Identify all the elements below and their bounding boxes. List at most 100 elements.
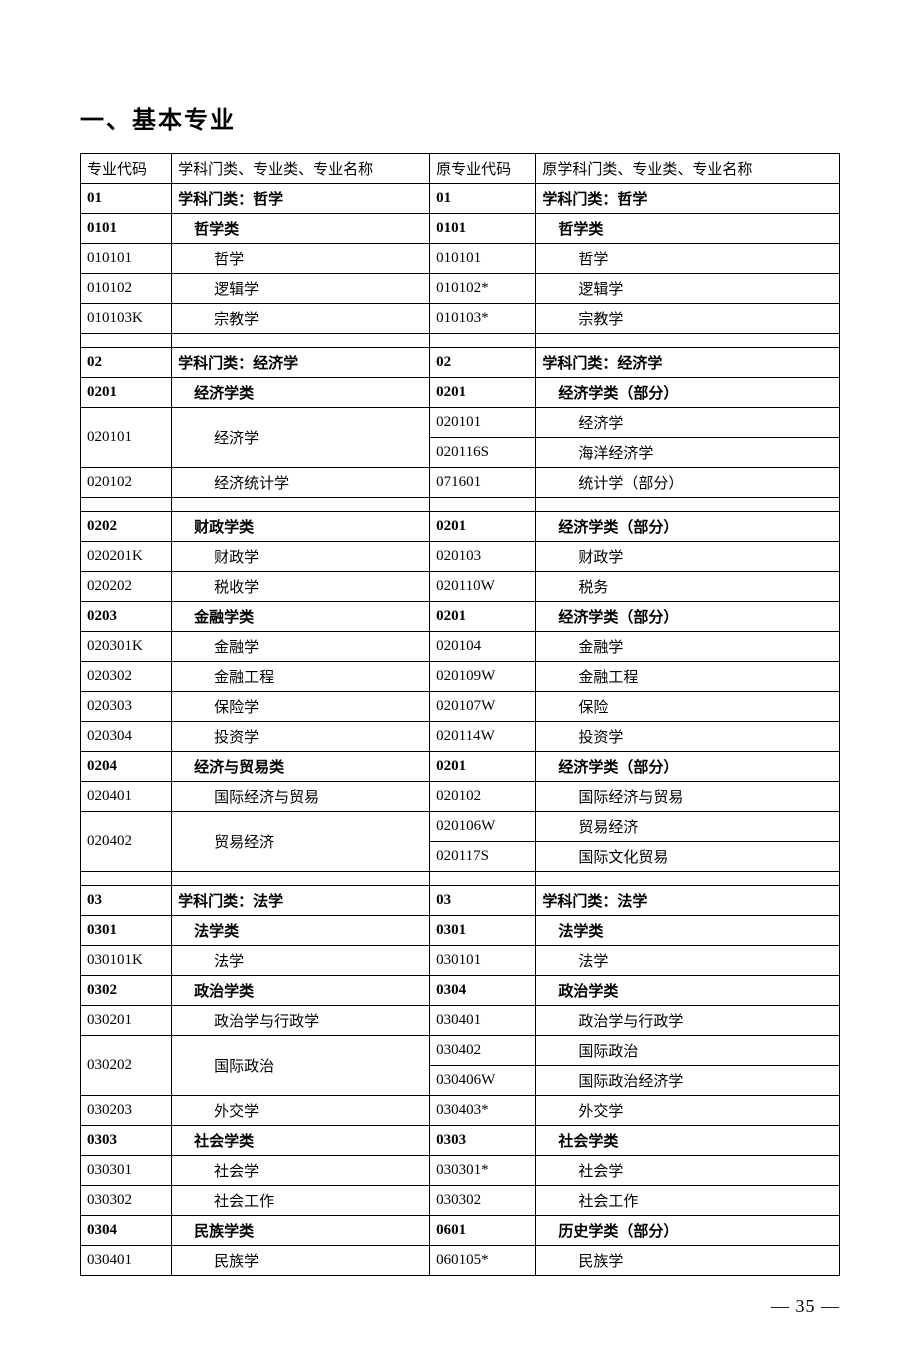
name-right: 贸易经济 xyxy=(536,812,840,842)
name-left: 国际经济与贸易 xyxy=(172,782,430,812)
table-row: 030401民族学060105*民族学 xyxy=(81,1246,840,1276)
name-left: 金融工程 xyxy=(172,662,430,692)
code-left: 020302 xyxy=(81,662,172,692)
table-row: 020101经济学020101经济学 xyxy=(81,408,840,438)
name-left: 金融学类 xyxy=(172,602,430,632)
code-right: 01 xyxy=(430,184,536,214)
name-left: 政治学类 xyxy=(172,976,430,1006)
name-left: 哲学类 xyxy=(172,214,430,244)
table-row: 0203金融学类0201经济学类（部分） xyxy=(81,602,840,632)
table-row: 0201经济学类0201经济学类（部分） xyxy=(81,378,840,408)
name-right: 社会工作 xyxy=(536,1186,840,1216)
name-right: 税务 xyxy=(536,572,840,602)
table-row: 020102经济统计学071601统计学（部分） xyxy=(81,468,840,498)
name-right: 经济学类（部分） xyxy=(536,752,840,782)
table-row: 030101K法学030101法学 xyxy=(81,946,840,976)
code-right: 020109W xyxy=(430,662,536,692)
name-right: 哲学 xyxy=(536,244,840,274)
name-right: 投资学 xyxy=(536,722,840,752)
name-left: 经济统计学 xyxy=(172,468,430,498)
code-right: 030403* xyxy=(430,1096,536,1126)
code-right: 03 xyxy=(430,886,536,916)
code-right: 0601 xyxy=(430,1216,536,1246)
code-right: 020102 xyxy=(430,782,536,812)
name-left: 法学类 xyxy=(172,916,430,946)
name-left: 民族学类 xyxy=(172,1216,430,1246)
code-left: 0203 xyxy=(81,602,172,632)
code-left: 030203 xyxy=(81,1096,172,1126)
code-left: 010103K xyxy=(81,304,172,334)
name-left: 财政学类 xyxy=(172,512,430,542)
name-left: 逻辑学 xyxy=(172,274,430,304)
name-left: 学科门类：经济学 xyxy=(172,348,430,378)
table-row: 010103K宗教学010103*宗教学 xyxy=(81,304,840,334)
name-left: 法学 xyxy=(172,946,430,976)
code-left: 020101 xyxy=(81,408,172,468)
code-right: 02 xyxy=(430,348,536,378)
name-left: 民族学 xyxy=(172,1246,430,1276)
major-table: 专业代码学科门类、专业类、专业名称原专业代码原学科门类、专业类、专业名称01学科… xyxy=(80,153,840,1276)
code-right: 020106W xyxy=(430,812,536,842)
code-left: 0101 xyxy=(81,214,172,244)
code-right: 030101 xyxy=(430,946,536,976)
name-right: 哲学类 xyxy=(536,214,840,244)
name-right: 外交学 xyxy=(536,1096,840,1126)
name-left: 投资学 xyxy=(172,722,430,752)
table-row: 02学科门类：经济学02学科门类：经济学 xyxy=(81,348,840,378)
code-left: 030202 xyxy=(81,1036,172,1096)
name-left: 社会工作 xyxy=(172,1186,430,1216)
spacer-row xyxy=(81,334,840,348)
code-left: 020201K xyxy=(81,542,172,572)
name-left: 社会学 xyxy=(172,1156,430,1186)
header-code-right: 原专业代码 xyxy=(430,154,536,184)
name-left: 哲学 xyxy=(172,244,430,274)
table-row: 030301社会学030301*社会学 xyxy=(81,1156,840,1186)
code-left: 030301 xyxy=(81,1156,172,1186)
name-right: 学科门类：哲学 xyxy=(536,184,840,214)
code-left: 0202 xyxy=(81,512,172,542)
code-right: 0201 xyxy=(430,752,536,782)
name-left: 经济与贸易类 xyxy=(172,752,430,782)
code-left: 010102 xyxy=(81,274,172,304)
name-right: 社会学 xyxy=(536,1156,840,1186)
header-name-right: 原学科门类、专业类、专业名称 xyxy=(536,154,840,184)
table-row: 020304投资学020114W投资学 xyxy=(81,722,840,752)
spacer-row xyxy=(81,498,840,512)
table-row: 030203外交学030403*外交学 xyxy=(81,1096,840,1126)
table-row: 020302金融工程020109W金融工程 xyxy=(81,662,840,692)
name-right: 国际文化贸易 xyxy=(536,842,840,872)
code-left: 020102 xyxy=(81,468,172,498)
code-right: 030301* xyxy=(430,1156,536,1186)
code-right: 030401 xyxy=(430,1006,536,1036)
name-right: 经济学类（部分） xyxy=(536,602,840,632)
code-right: 060105* xyxy=(430,1246,536,1276)
name-right: 国际政治 xyxy=(536,1036,840,1066)
code-right: 020110W xyxy=(430,572,536,602)
name-left: 外交学 xyxy=(172,1096,430,1126)
code-right: 071601 xyxy=(430,468,536,498)
code-right: 020114W xyxy=(430,722,536,752)
name-right: 经济学类（部分） xyxy=(536,512,840,542)
name-right: 社会学类 xyxy=(536,1126,840,1156)
name-left: 贸易经济 xyxy=(172,812,430,872)
name-right: 宗教学 xyxy=(536,304,840,334)
table-row: 0204经济与贸易类0201经济学类（部分） xyxy=(81,752,840,782)
table-row: 0101哲学类0101哲学类 xyxy=(81,214,840,244)
table-row: 020202税收学020110W税务 xyxy=(81,572,840,602)
name-left: 学科门类：法学 xyxy=(172,886,430,916)
name-right: 金融学 xyxy=(536,632,840,662)
table-row: 020401国际经济与贸易020102国际经济与贸易 xyxy=(81,782,840,812)
name-right: 历史学类（部分） xyxy=(536,1216,840,1246)
name-right: 政治学与行政学 xyxy=(536,1006,840,1036)
table-row: 0301法学类0301法学类 xyxy=(81,916,840,946)
code-left: 020304 xyxy=(81,722,172,752)
spacer-row xyxy=(81,872,840,886)
code-left: 020303 xyxy=(81,692,172,722)
name-right: 法学类 xyxy=(536,916,840,946)
code-right: 020116S xyxy=(430,438,536,468)
table-row: 020201K财政学020103财政学 xyxy=(81,542,840,572)
section-title: 一、基本专业 xyxy=(80,100,840,135)
table-row: 020301K金融学020104金融学 xyxy=(81,632,840,662)
header-code-left: 专业代码 xyxy=(81,154,172,184)
code-right: 0101 xyxy=(430,214,536,244)
